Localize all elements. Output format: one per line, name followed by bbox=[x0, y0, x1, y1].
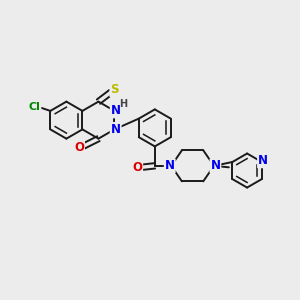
Text: Cl: Cl bbox=[28, 102, 40, 112]
Text: N: N bbox=[258, 154, 268, 167]
Text: S: S bbox=[110, 83, 119, 96]
Text: N: N bbox=[210, 159, 220, 172]
Text: N: N bbox=[111, 104, 121, 117]
Text: H: H bbox=[119, 99, 128, 109]
Text: O: O bbox=[132, 161, 142, 174]
Text: N: N bbox=[111, 123, 121, 136]
Text: N: N bbox=[165, 159, 175, 172]
Text: O: O bbox=[74, 141, 84, 154]
